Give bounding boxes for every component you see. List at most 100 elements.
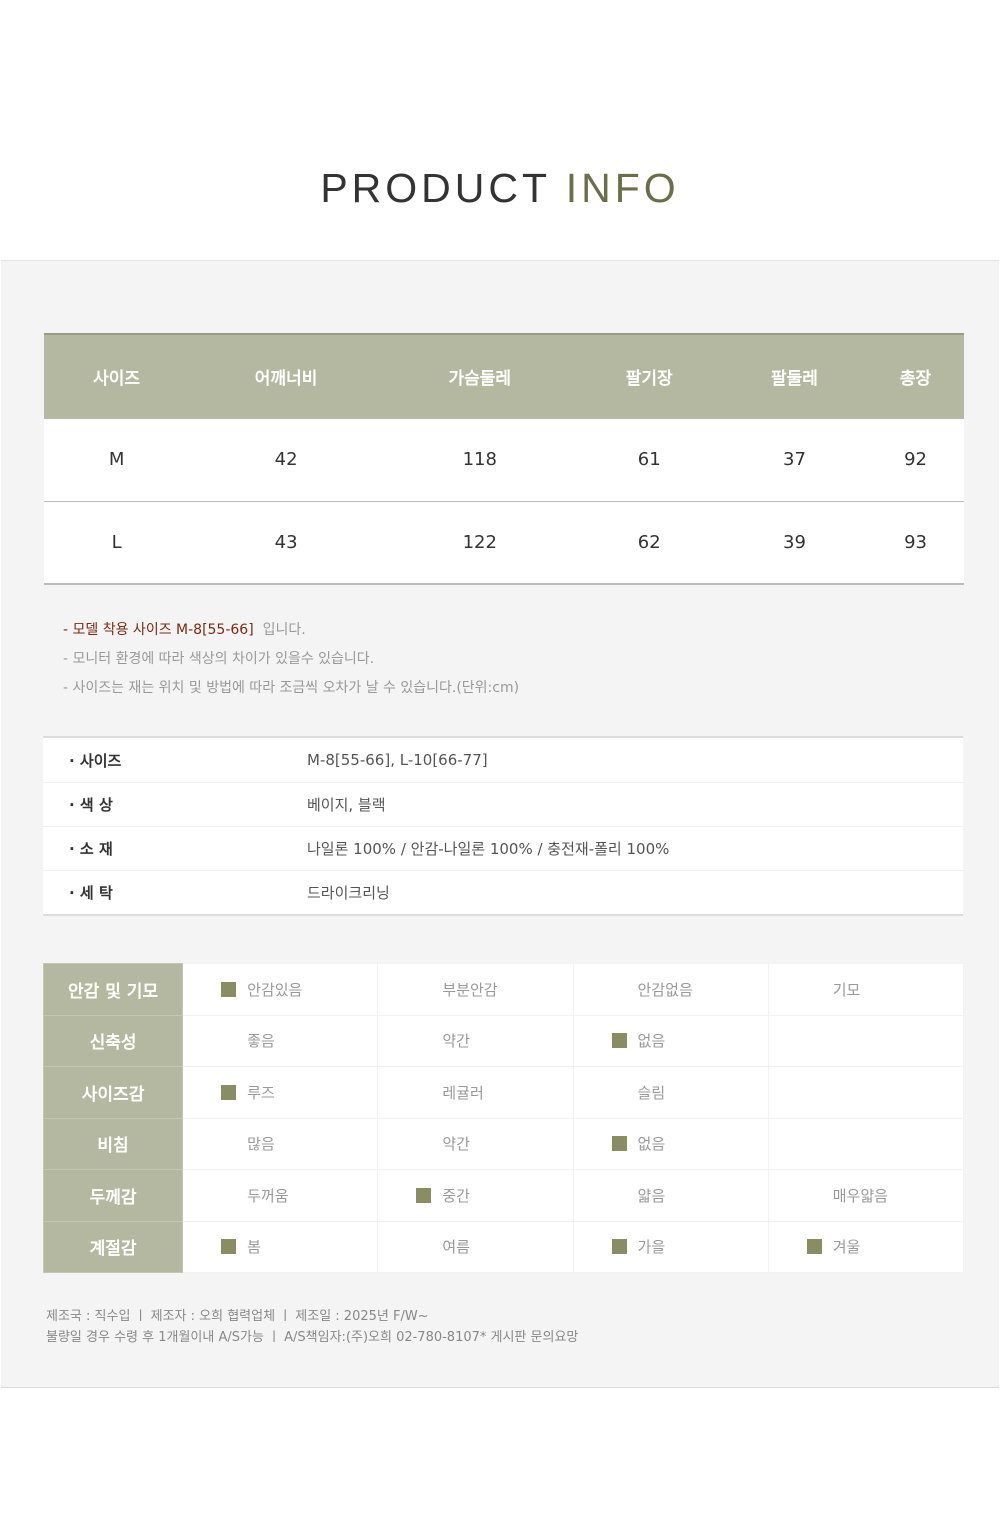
- option-label: 겨울: [832, 1238, 861, 1257]
- attribute-option: 봄: [182, 1220, 379, 1273]
- size-cell: 62: [576, 500, 722, 584]
- option-label: 부분안감: [442, 980, 498, 999]
- title-part2: INFO: [565, 165, 680, 211]
- size-cell: M: [44, 417, 190, 501]
- attribute-option: 부분안감: [377, 963, 574, 1016]
- footer-line1: 제조국 : 직수입 ㅣ 제조자 : 오희 협력업체 ㅣ 제조일 : 2025년 …: [46, 1309, 429, 1324]
- option-label: 좋음: [247, 1032, 275, 1051]
- size-table: 사이즈 어깨너비 가슴둘레 팔기장 팔둘레 총장 M 42 118 61 37 92 L 43 122 62…: [44, 333, 964, 585]
- selected-marker-icon: [611, 1033, 627, 1049]
- attribute-option: 여름: [377, 1220, 574, 1273]
- attribute-option: 많음: [182, 1117, 379, 1170]
- attribute-option: 루즈: [182, 1066, 379, 1119]
- size-header: 총장: [867, 334, 964, 418]
- selected-marker-icon: [416, 1187, 432, 1203]
- size-header: 가슴둘레: [382, 334, 577, 418]
- attribute-grid: 안감 및 기모 안감있음 부분안감 안감없음 기모 신축성 좋음 약간 없음 사이즈감 루즈 레귤러 슬…: [42, 963, 965, 1273]
- attribute-option: 없음: [572, 1117, 769, 1170]
- selected-marker-icon: [221, 1084, 237, 1100]
- option-label: 안감없음: [637, 980, 693, 999]
- note-suffix: 입니다.: [262, 622, 306, 638]
- attribute-option: [767, 1066, 965, 1119]
- size-cell: 93: [867, 500, 964, 584]
- option-label: 슬림: [637, 1083, 666, 1102]
- selected-marker-icon: [806, 1239, 822, 1255]
- option-label: 가을: [637, 1238, 666, 1257]
- attribute-row: 두께감 두꺼움 중간 얇음 매우얇음: [42, 1169, 965, 1222]
- option-label: 루즈: [247, 1083, 275, 1102]
- size-cell: 39: [721, 500, 868, 584]
- attribute-label: 비침: [42, 1117, 184, 1170]
- size-cell: L: [44, 500, 190, 584]
- measure-note: - 사이즈는 재는 위치 및 방법에 따라 조금씩 오차가 날 수 있습니다.(…: [63, 680, 520, 696]
- size-header: 팔기장: [576, 334, 722, 418]
- note-dash: -: [63, 622, 73, 638]
- size-cell: 118: [382, 417, 577, 501]
- spec-value: 베이지, 블랙: [307, 796, 386, 814]
- option-label: 많음: [247, 1135, 275, 1154]
- spec-value: 나일론 100% / 안감-나일론 100% / 충전재-폴리 100%: [307, 840, 670, 858]
- size-header: 사이즈: [44, 334, 190, 418]
- size-cell: 42: [189, 417, 383, 501]
- size-cell: 122: [382, 500, 577, 584]
- spec-list: · 사이즈 M-8[55-66], L-10[66-77] · 색 상 베이지, 블랙…: [43, 736, 963, 916]
- selected-marker-icon: [221, 1239, 237, 1255]
- option-label: 여름: [442, 1238, 470, 1257]
- spec-value: 드라이크리닝: [307, 884, 390, 902]
- monitor-note: - 모니터 환경에 따라 색상의 차이가 있을수 있습니다.: [63, 651, 375, 667]
- attribute-option: 약간: [377, 1014, 574, 1067]
- product-info-panel: 사이즈 어깨너비 가슴둘레 팔기장 팔둘레 총장 M 42 118 61 37 92 L 43 122 62…: [1, 260, 999, 1388]
- spec-label: · 색 상: [69, 796, 113, 814]
- attribute-option: 약간: [377, 1117, 574, 1170]
- table-row: L 43 122 62 39 93: [44, 500, 964, 584]
- option-label: 기모: [832, 980, 861, 999]
- model-size-note: 모델 착용 사이즈 M-8[55-66]: [72, 622, 254, 638]
- attribute-option: 슬림: [572, 1066, 769, 1119]
- spec-row: · 사이즈 M-8[55-66], L-10[66-77]: [43, 738, 963, 782]
- attribute-option: 기모: [767, 963, 965, 1016]
- attribute-label: 두께감: [42, 1169, 184, 1222]
- option-label: 없음: [637, 1135, 666, 1154]
- selected-marker-icon: [611, 1239, 627, 1255]
- spec-label: · 세 탁: [69, 884, 113, 902]
- option-label: 봄: [247, 1238, 261, 1257]
- option-label: 안감있음: [247, 980, 303, 999]
- attribute-option: 얇음: [572, 1169, 769, 1222]
- attribute-row: 안감 및 기모 안감있음 부분안감 안감없음 기모: [42, 963, 965, 1016]
- spec-row: · 소 재 나일론 100% / 안감-나일론 100% / 충전재-폴리 100…: [43, 826, 963, 870]
- option-label: 중간: [442, 1186, 470, 1205]
- size-header: 팔둘레: [721, 334, 868, 418]
- attribute-option: 중간: [377, 1169, 574, 1222]
- size-cell: 92: [867, 417, 964, 501]
- title-part1: PRODUCT: [320, 165, 551, 211]
- option-label: 약간: [442, 1135, 470, 1154]
- attribute-option: [767, 1117, 965, 1170]
- spec-value: M-8[55-66], L-10[66-77]: [307, 751, 488, 769]
- size-cell: 37: [721, 417, 868, 501]
- attribute-label: 사이즈감: [42, 1066, 184, 1119]
- spec-label: · 사이즈: [69, 751, 122, 770]
- attribute-option: 안감있음: [182, 963, 379, 1016]
- attribute-option: 없음: [572, 1014, 769, 1067]
- attribute-label: 계절감: [42, 1220, 184, 1273]
- attribute-option: 가을: [572, 1220, 769, 1273]
- spec-row: · 세 탁 드라이크리닝: [43, 870, 963, 914]
- option-label: 매우얇음: [832, 1186, 888, 1205]
- option-label: 얇음: [637, 1186, 666, 1205]
- option-label: 없음: [637, 1032, 666, 1051]
- attribute-row: 신축성 좋음 약간 없음: [42, 1014, 965, 1067]
- page-title: PRODUCT INFO: [0, 165, 1000, 212]
- attribute-label: 신축성: [42, 1014, 184, 1067]
- notes: - 모델 착용 사이즈 M-8[55-66] 입니다. - 모니터 환경에 따라…: [63, 616, 519, 703]
- size-cell: 43: [189, 500, 383, 584]
- option-label: 레귤러: [442, 1083, 484, 1102]
- size-header: 어깨너비: [189, 334, 383, 418]
- selected-marker-icon: [611, 1136, 627, 1152]
- attribute-option: [767, 1014, 965, 1067]
- attribute-option: 안감없음: [572, 963, 769, 1016]
- attribute-option: 레귤러: [377, 1066, 574, 1119]
- attribute-option: 두꺼움: [182, 1169, 379, 1222]
- spec-label: · 소 재: [69, 840, 113, 858]
- attribute-label: 안감 및 기모: [42, 963, 184, 1016]
- attribute-option: 좋음: [182, 1014, 379, 1067]
